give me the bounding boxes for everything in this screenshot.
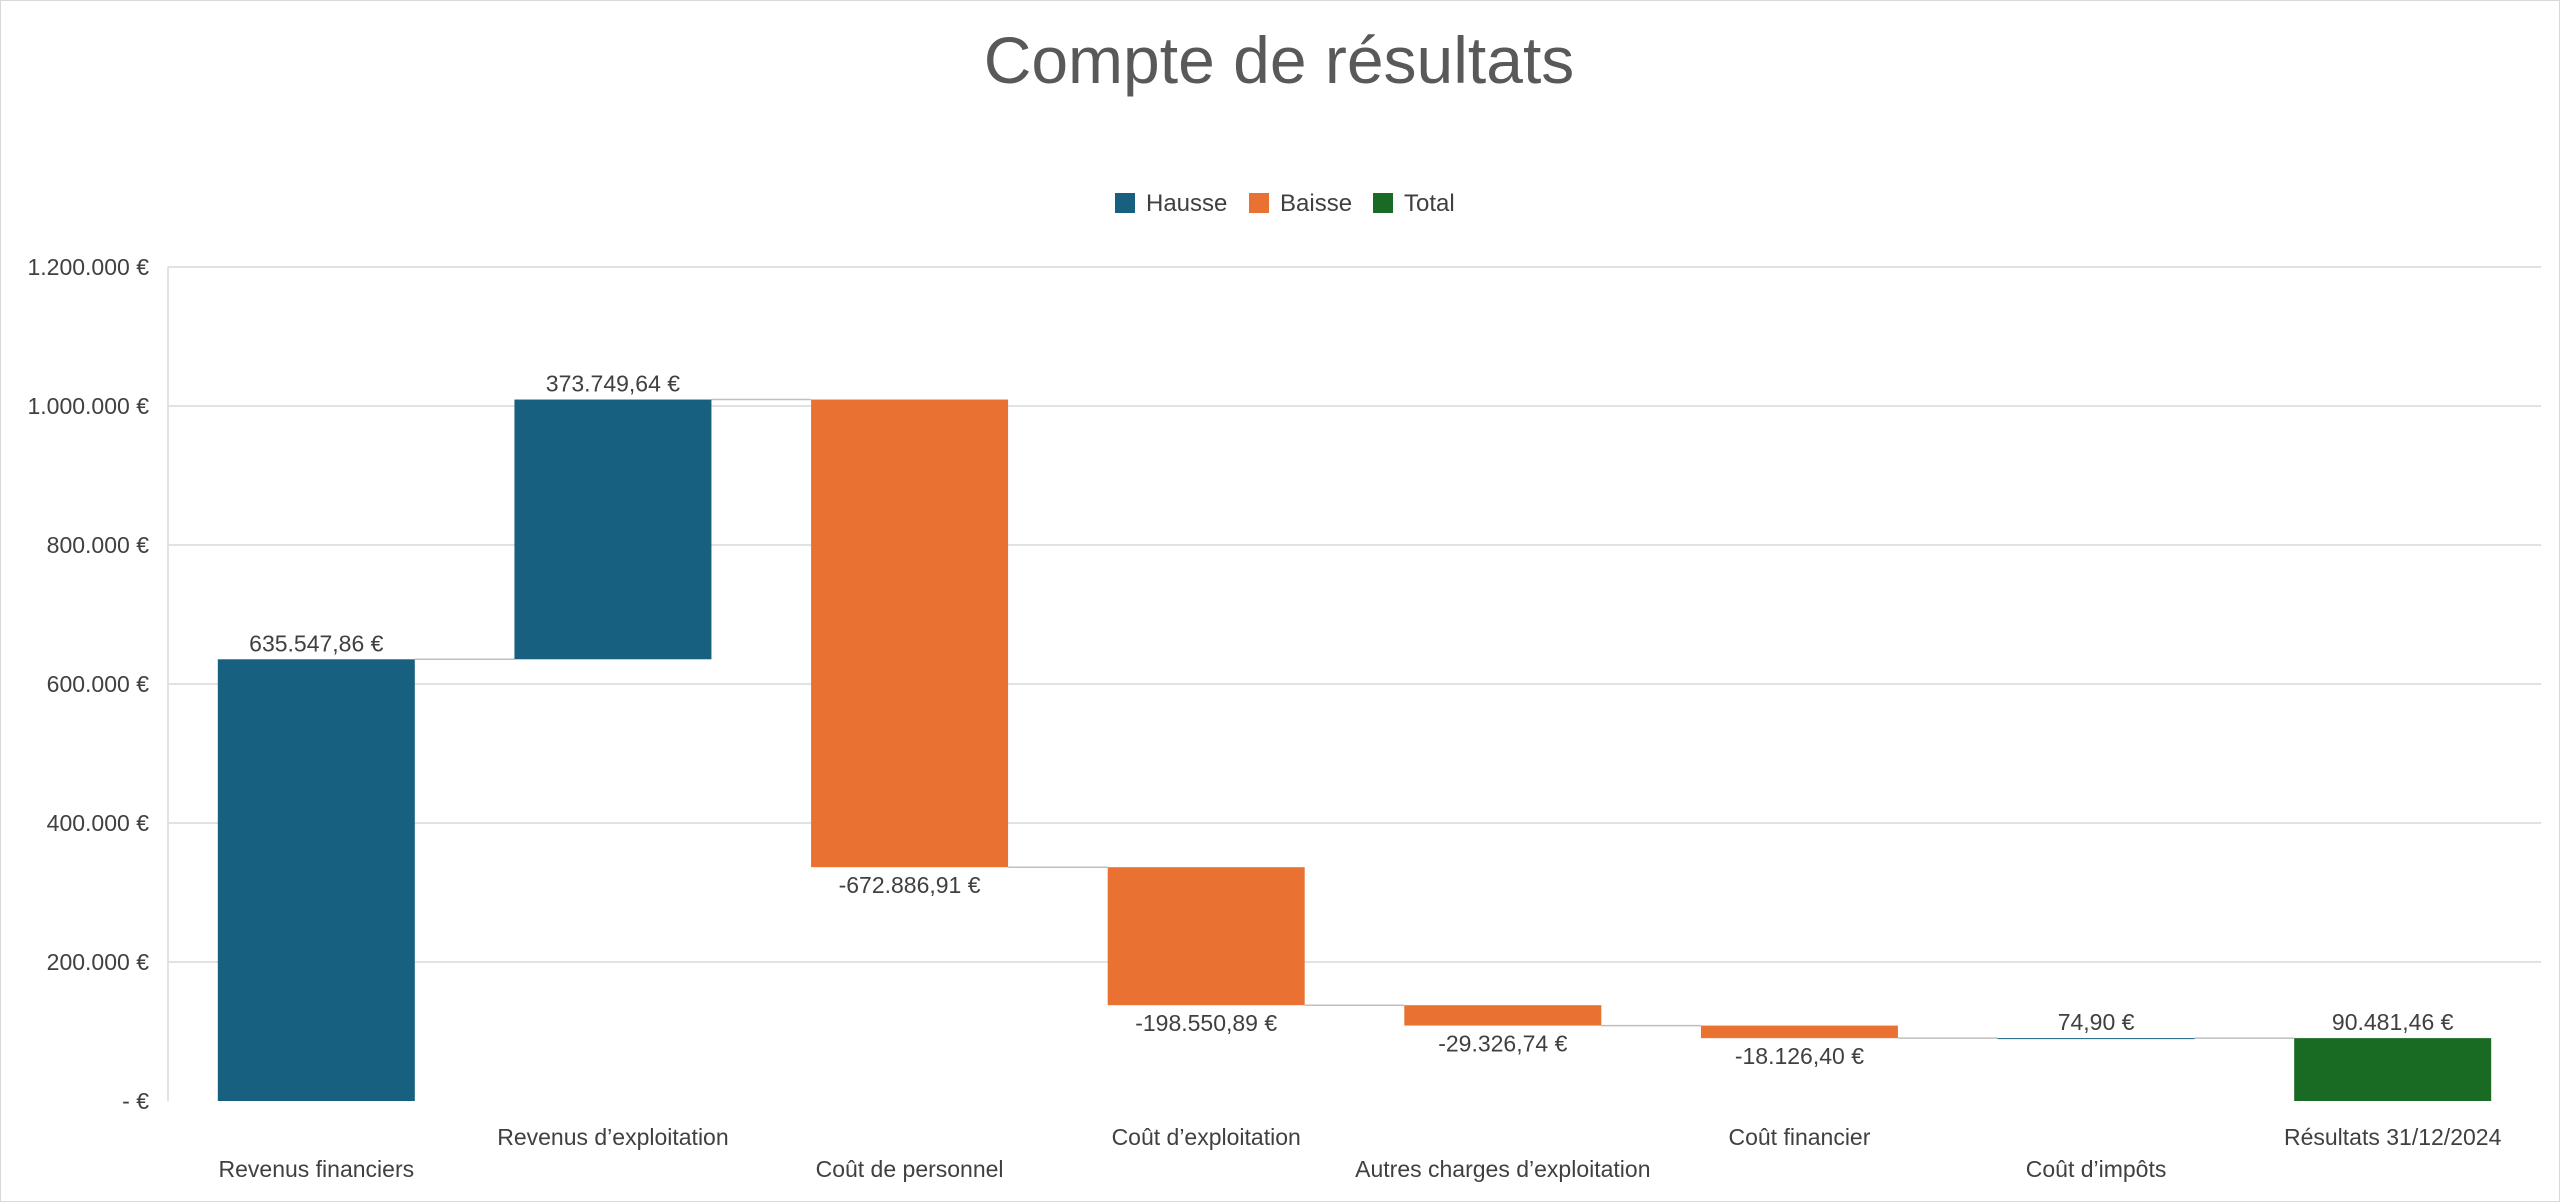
category-label: Revenus d’exploitation — [497, 1124, 728, 1150]
y-tick-label: 1.000.000 € — [27, 393, 149, 419]
y-tick-label: 400.000 € — [47, 810, 150, 836]
legend-swatch-increase — [1115, 193, 1135, 213]
bar-increase — [217, 659, 415, 1101]
bar-decrease — [1700, 1025, 1898, 1039]
legend-swatch-total — [1373, 193, 1393, 213]
y-axis: - € 200.000 € 400.000 € 600.000 € 800.000 € 1… — [27, 254, 169, 1114]
bar-decrease — [811, 399, 1009, 868]
y-tick-label: 200.000 € — [47, 949, 150, 975]
y-tick-label: 800.000 € — [47, 532, 150, 558]
category-label: Coût d’exploitation — [1112, 1124, 1301, 1150]
category-label: Coût d’impôts — [2026, 1156, 2167, 1182]
category-label: Coût de personnel — [816, 1156, 1004, 1182]
chart-title: Compte de résultats — [984, 23, 1575, 97]
category-label: Résultats 31/12/2024 — [2284, 1124, 2502, 1150]
bar-decrease — [1404, 1005, 1602, 1026]
data-label: -198.550,89 € — [1135, 1010, 1277, 1036]
legend: Hausse Baisse Total — [1115, 190, 1455, 217]
category-label: Coût financier — [1728, 1124, 1870, 1150]
bar-increase — [1997, 1038, 2195, 1040]
data-label: 90.481,46 € — [2332, 1009, 2454, 1035]
bar-increase — [514, 399, 712, 660]
y-tick-label: 1.200.000 € — [27, 254, 149, 280]
data-label: -18.126,40 € — [1735, 1043, 1864, 1069]
x-axis: Revenus financiers Revenus d’exploitation… — [219, 1124, 2502, 1182]
legend-label-decrease: Baisse — [1280, 190, 1352, 217]
bar-decrease — [1107, 867, 1305, 1006]
bars — [217, 399, 2492, 1101]
connector-lines — [414, 398, 2295, 1039]
bar-total — [2294, 1038, 2492, 1101]
category-label: Revenus financiers — [219, 1156, 415, 1182]
y-tick-label: 600.000 € — [47, 671, 150, 697]
data-label: -29.326,74 € — [1438, 1031, 1567, 1057]
data-label: 74,90 € — [2058, 1009, 2135, 1035]
data-labels: 635.547,86 € 373.749,64 € -672.886,91 € -19… — [249, 371, 2453, 1070]
data-label: -672.886,91 € — [839, 872, 981, 898]
data-label: 635.547,86 € — [249, 630, 384, 656]
y-tick-label: - € — [122, 1088, 149, 1114]
legend-label-total: Total — [1404, 190, 1455, 217]
data-label: 373.749,64 € — [546, 371, 681, 397]
legend-swatch-decrease — [1249, 193, 1269, 213]
category-label: Autres charges d’exploitation — [1355, 1156, 1650, 1182]
legend-label-increase: Hausse — [1146, 190, 1227, 217]
